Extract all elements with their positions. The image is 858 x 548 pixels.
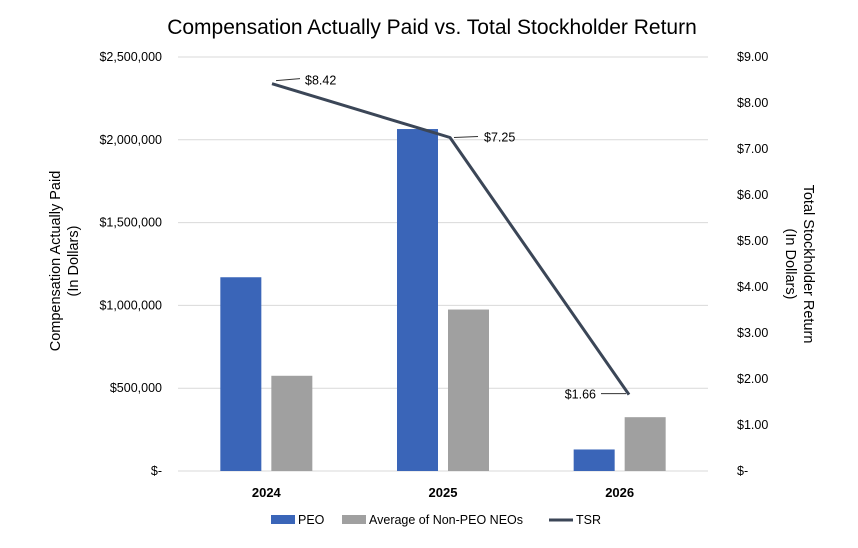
y2-tick-label: $- (737, 464, 748, 478)
legend-label: Average of Non-PEO NEOs (369, 513, 523, 527)
y-tick-label: $500,000 (110, 381, 162, 395)
y2-tick-label: $3.00 (737, 326, 768, 340)
chart-title: Compensation Actually Paid vs. Total Sto… (167, 16, 697, 39)
y2-tick-label: $8.00 (737, 96, 768, 110)
y2-tick-label: $9.00 (737, 50, 768, 64)
data-label-leader (453, 136, 479, 138)
y2-tick-label: $1.00 (737, 418, 768, 432)
data-label-leader (275, 78, 301, 82)
bars (220, 129, 666, 471)
y2-axis-title-line: (In Dollars) (782, 229, 798, 300)
tsr-data-label: $8.42 (305, 74, 336, 88)
y2-tick-label: $6.00 (737, 188, 768, 202)
legend-label: PEO (298, 513, 325, 527)
legend: PEO Average of Non-PEO NEOs TSR (271, 513, 601, 527)
y2-tick-label: $4.00 (737, 280, 768, 294)
legend-label: TSR (576, 513, 601, 527)
left-axis-title: Compensation Actually Paid (In Dollars) (48, 171, 82, 352)
tsr-line-group: $8.42 $7.25 $1.66 (271, 74, 631, 402)
legend-swatch (342, 515, 366, 524)
y2-axis-title-line: Total Stockholder Return (800, 185, 816, 344)
bar (573, 449, 615, 471)
bar (220, 277, 262, 471)
bar (448, 309, 489, 471)
y-axis-title-line: Compensation Actually Paid (48, 171, 64, 352)
tsr-line (271, 82, 631, 396)
category-labels: 2024 2025 2026 (252, 485, 634, 500)
y-tick-label: $1,500,000 (99, 216, 162, 230)
bar (271, 375, 313, 471)
y2-tick-label: $7.00 (737, 142, 768, 156)
left-axis-ticks: $- $500,000 $1,000,000 $1,500,000 $2,000,000… (99, 50, 162, 478)
y-tick-label: $- (151, 464, 162, 478)
bar (397, 129, 438, 471)
category-label: 2026 (605, 485, 634, 500)
y2-tick-label: $2.00 (737, 372, 768, 386)
gridlines (178, 56, 708, 472)
category-label: 2025 (429, 485, 458, 500)
y-tick-label: $2,500,000 (99, 50, 162, 64)
right-axis-ticks: $- $1.00 $2.00 $3.00 $4.00 $5.00 $6.00 $7.00 $8.… (737, 50, 768, 478)
bar (624, 417, 666, 471)
y-axis-title-line: (In Dollars) (66, 226, 82, 297)
tsr-data-label: $1.66 (565, 388, 596, 402)
y2-tick-label: $5.00 (737, 234, 768, 248)
tsr-data-label: $7.25 (484, 131, 515, 145)
y-tick-label: $1,000,000 (99, 298, 162, 312)
y-tick-label: $2,000,000 (99, 133, 162, 147)
category-label: 2024 (252, 485, 282, 500)
right-axis-title: Total Stockholder Return(In Dollars) (782, 185, 816, 344)
legend-swatch (271, 515, 295, 524)
